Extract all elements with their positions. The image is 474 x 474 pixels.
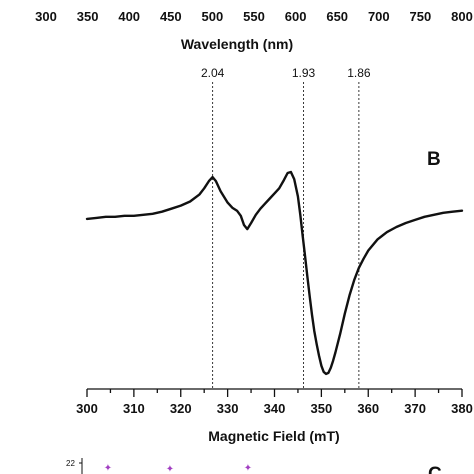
g-value-label-2: 1.86 <box>347 66 371 80</box>
top-tick-label-0: 300 <box>35 9 57 24</box>
g-value-label-1: 1.93 <box>292 66 316 80</box>
x-tick-label-7: 370 <box>404 401 426 416</box>
top-tick-label-10: 800 <box>451 9 473 24</box>
top-axis-tick-labels: 300 350 400 450 500 550 600 650 700 750 800 <box>35 9 473 24</box>
bottom-point-1: ✦ <box>166 464 174 474</box>
top-tick-label-1: 350 <box>77 9 99 24</box>
x-tick-label-3: 330 <box>217 401 239 416</box>
top-panel: 300 350 400 450 500 550 600 650 700 750 800 Wavele… <box>35 9 473 52</box>
top-tick-label-8: 700 <box>368 9 390 24</box>
spectrum-line <box>85 170 464 376</box>
g-value-label-0: 2.04 <box>201 66 225 80</box>
panel-label-c: C <box>428 464 442 474</box>
bottom-point-0: ✦ <box>104 463 112 474</box>
x-axis-ticks <box>86 389 463 397</box>
top-tick-label-5: 550 <box>243 9 265 24</box>
x-tick-label-4: 340 <box>264 401 286 416</box>
x-axis-title: Magnetic Field (mT) <box>208 428 339 444</box>
reference-line-labels: 2.04 1.93 1.86 <box>201 66 371 80</box>
top-tick-label-2: 400 <box>118 9 140 24</box>
epr-spectrum-panel: 2.04 1.93 1.86 B 300 310 320 330 340 350 360 370 3… <box>76 66 473 444</box>
x-tick-label-0: 300 <box>76 401 98 416</box>
top-tick-label-6: 600 <box>285 9 307 24</box>
x-tick-label-6: 360 <box>357 401 379 416</box>
top-tick-label-4: 500 <box>202 9 224 24</box>
bottom-y-tick-label: 22 <box>66 459 75 468</box>
x-tick-label-8: 380 <box>451 401 473 416</box>
top-tick-label-7: 650 <box>326 9 348 24</box>
x-axis-tick-labels: 300 310 320 330 340 350 360 370 380 <box>76 401 473 416</box>
x-tick-label-2: 320 <box>170 401 192 416</box>
bottom-scatter-points: ✦ ✦ ✦ <box>104 463 252 474</box>
x-tick-label-1: 310 <box>123 401 145 416</box>
bottom-panel: 22 C ✦ ✦ ✦ <box>66 458 442 474</box>
top-tick-label-9: 750 <box>410 9 432 24</box>
x-tick-label-5: 350 <box>311 401 333 416</box>
top-tick-label-3: 450 <box>160 9 182 24</box>
top-axis-title: Wavelength (nm) <box>181 36 293 52</box>
panel-label-b: B <box>427 149 441 170</box>
bottom-point-2: ✦ <box>244 463 252 474</box>
